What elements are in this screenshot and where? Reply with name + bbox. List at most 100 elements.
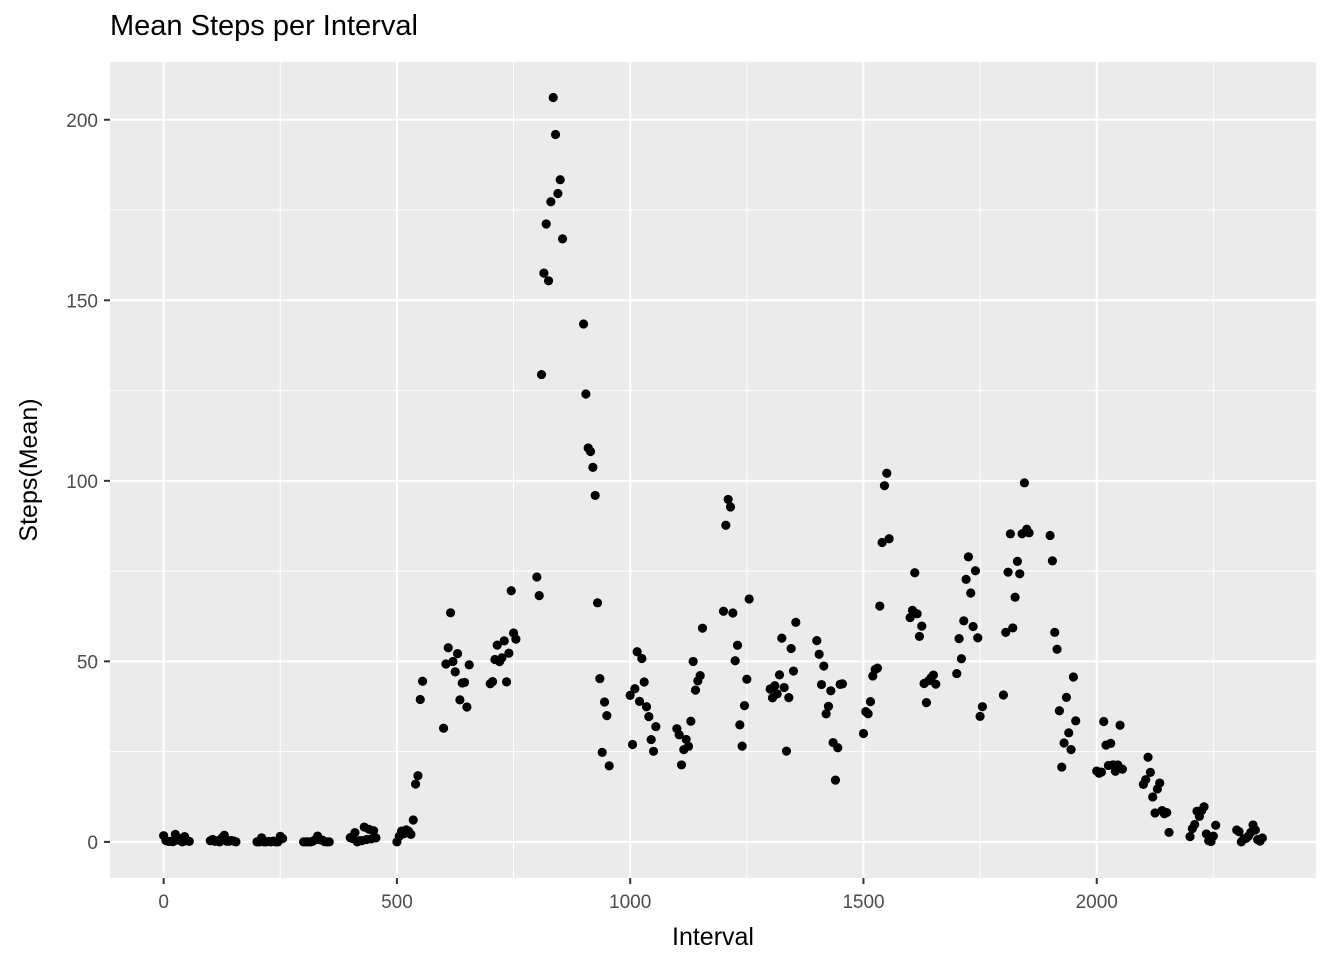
data-point [837, 679, 848, 689]
data-point [931, 679, 941, 689]
x-axis: 0 500 1000 1500 2000 [158, 878, 1118, 913]
data-point [1199, 802, 1209, 812]
data-point [1148, 792, 1158, 802]
data-point [641, 702, 652, 712]
data-point [819, 661, 829, 671]
data-point [959, 616, 969, 626]
data-point [730, 656, 740, 666]
data-point [723, 494, 733, 505]
y-tick-label: 100 [66, 472, 98, 493]
data-point [532, 572, 542, 582]
x-tick-label: 1000 [609, 892, 651, 913]
data-point [695, 671, 705, 681]
plot-panel [110, 62, 1316, 878]
data-point [877, 537, 887, 548]
chart-title: Mean Steps per Interval [110, 10, 418, 42]
data-point [324, 837, 334, 847]
y-tick-label: 200 [66, 111, 98, 132]
data-point [884, 534, 894, 544]
data-point [998, 690, 1009, 700]
data-point [961, 574, 971, 584]
data-point [718, 606, 729, 616]
data-point [952, 668, 962, 679]
data-point [1010, 592, 1020, 602]
data-point [1185, 832, 1195, 842]
data-point [690, 685, 701, 695]
data-point [823, 701, 834, 711]
data-point [1064, 728, 1074, 738]
data-point [674, 730, 684, 740]
data-point [487, 677, 498, 687]
data-point [506, 586, 516, 596]
data-point [1211, 820, 1221, 830]
data-point [973, 633, 983, 643]
data-point [231, 837, 241, 847]
data-point [1145, 767, 1155, 777]
data-point [914, 631, 925, 642]
data-point [742, 674, 752, 684]
data-point [721, 520, 731, 530]
data-point [585, 446, 596, 457]
data-point [1003, 567, 1013, 577]
data-point [728, 608, 738, 618]
data-point [732, 640, 743, 650]
data-point [1068, 672, 1079, 682]
data-point [1015, 569, 1025, 579]
data-point [676, 760, 687, 770]
data-point [781, 746, 792, 756]
data-point [688, 656, 698, 667]
data-point [534, 591, 544, 601]
data-point [858, 728, 869, 739]
data-point [438, 723, 449, 733]
data-point [417, 676, 428, 686]
data-point [627, 739, 638, 750]
data-point [928, 670, 939, 680]
data-point [597, 747, 607, 757]
data-point [812, 636, 822, 646]
data-point [541, 219, 551, 229]
data-point [497, 653, 507, 663]
data-point [977, 702, 988, 712]
x-axis-title: Interval [672, 923, 754, 951]
data-point [639, 677, 649, 687]
data-point [543, 276, 554, 286]
data-point [452, 649, 463, 659]
data-point [791, 617, 801, 627]
data-point [413, 771, 423, 781]
data-point [588, 462, 598, 473]
data-point [406, 829, 416, 839]
data-point [278, 833, 288, 844]
data-point [1052, 644, 1062, 654]
data-point [821, 709, 831, 719]
data-point [1190, 819, 1200, 830]
data-point [786, 643, 796, 654]
data-point [1257, 833, 1267, 843]
data-point [602, 710, 612, 721]
data-point [441, 659, 451, 669]
data-point [578, 319, 589, 329]
data-point [648, 746, 659, 756]
data-point [443, 643, 453, 653]
data-point [879, 481, 890, 491]
data-point [966, 588, 976, 598]
data-points [159, 92, 1267, 847]
data-point [1012, 556, 1023, 566]
data-point [737, 741, 747, 751]
y-axis-title: Steps(Mean) [15, 398, 43, 541]
data-point [777, 633, 787, 643]
data-point [504, 648, 514, 658]
data-point [634, 696, 645, 706]
data-point [1045, 530, 1055, 541]
data-point [826, 686, 836, 696]
data-point [595, 673, 605, 684]
data-point [1001, 627, 1011, 638]
data-point [630, 684, 640, 694]
data-point [555, 175, 565, 185]
data-point [499, 636, 509, 646]
data-point [1099, 716, 1109, 727]
data-point [833, 743, 843, 753]
data-point [739, 701, 750, 711]
data-point [408, 815, 418, 825]
data-point [1061, 692, 1072, 702]
data-point [1155, 778, 1165, 788]
